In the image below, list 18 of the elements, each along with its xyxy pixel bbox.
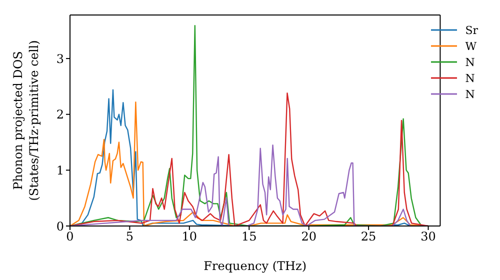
y-axis-title: Phonon projected DOS (States/THz·primitive cell): [11, 40, 41, 201]
y-tick-label: 2: [56, 108, 64, 122]
x-tick-label: 20: [301, 230, 316, 244]
x-tick-label: 25: [360, 230, 376, 244]
legend-label: N: [465, 72, 475, 84]
y-tick-label: 0: [56, 219, 64, 234]
x-tick-label: 0: [66, 230, 74, 244]
x-tick-label: 30: [420, 230, 436, 244]
y-tick-label: 1: [56, 163, 64, 178]
x-tick-label: 10: [182, 230, 198, 244]
x-axis-title: Frequency (THz): [204, 259, 307, 273]
legend-label: W: [465, 40, 477, 52]
y-tick-label: 3: [56, 52, 64, 66]
legend-label: Sr: [465, 24, 478, 36]
x-tick-label: 15: [241, 230, 257, 244]
legend-label: N: [465, 88, 475, 100]
legend-label: N: [465, 56, 475, 68]
x-tick-label: 5: [126, 230, 134, 244]
